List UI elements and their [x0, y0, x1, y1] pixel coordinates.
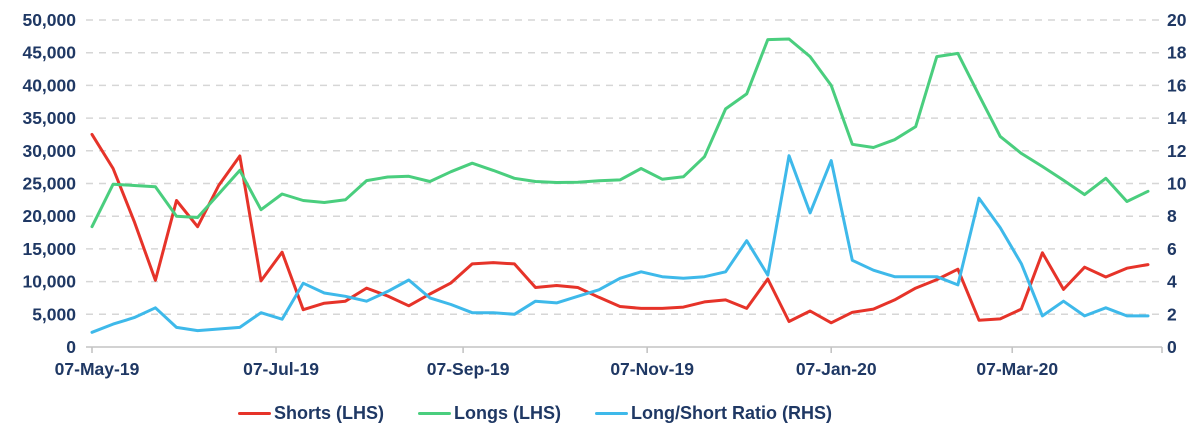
y-axis-left-label: 15,000: [22, 239, 76, 259]
x-axis-label: 07-Sep-19: [427, 359, 510, 379]
y-axis-left-label: 50,000: [22, 10, 76, 30]
y-axis-right-label: 0: [1167, 337, 1177, 357]
y-axis-right-label: 2: [1167, 304, 1177, 324]
legend-item-ratio: Long/Short Ratio (RHS): [595, 403, 832, 424]
y-axis-left-label: 30,000: [22, 141, 76, 161]
shorts-line: [90, 132, 1150, 325]
y-axis-right-label: 16: [1167, 75, 1187, 95]
y-axis-right-label: 14: [1167, 108, 1187, 128]
y-axis-left-label: 10,000: [22, 272, 76, 292]
y-axis-left-label: 5,000: [32, 304, 76, 324]
legend-item-shorts: Shorts (LHS): [238, 403, 384, 424]
y-axis-right-label: 18: [1167, 43, 1187, 63]
shorts-swatch-icon: [238, 411, 272, 416]
y-axis-right-label: 12: [1167, 141, 1187, 161]
y-axis-left-label: 20,000: [22, 206, 76, 226]
legend-label-shorts: Shorts (LHS): [274, 403, 385, 423]
y-axis-left-label: 25,000: [22, 174, 76, 194]
y-axis-right-label: 20: [1167, 10, 1187, 30]
x-axis-label: 07-May-19: [55, 359, 140, 379]
chart-legend: Shorts (LHS) Longs (LHS) Long/Short Rati…: [0, 403, 1070, 424]
longs-line: [90, 37, 1150, 229]
ratio-line: [90, 154, 1150, 334]
ratio-swatch-icon: [595, 411, 628, 416]
y-axis-left-label: 0: [66, 337, 76, 357]
y-axis-left-label: 40,000: [22, 75, 76, 95]
legend-item-longs: Longs (LHS): [418, 403, 561, 424]
y-axis-right-label: 6: [1167, 239, 1177, 259]
y-axis-right-label: 8: [1167, 206, 1177, 226]
x-axis-label: 07-Nov-19: [610, 359, 694, 379]
y-axis-left-label: 45,000: [22, 43, 76, 63]
y-axis-right-label: 4: [1167, 272, 1177, 292]
y-axis-right-label: 10: [1167, 174, 1187, 194]
legend-label-longs: Longs (LHS): [454, 403, 561, 423]
y-axis-left-label: 35,000: [22, 108, 76, 128]
x-axis-label: 07-Jul-19: [243, 359, 319, 379]
legend-label-ratio: Long/Short Ratio (RHS): [631, 403, 832, 423]
x-axis-label: 07-Mar-20: [976, 359, 1058, 379]
x-axis-label: 07-Jan-20: [796, 359, 877, 379]
longs-swatch-icon: [418, 411, 452, 416]
